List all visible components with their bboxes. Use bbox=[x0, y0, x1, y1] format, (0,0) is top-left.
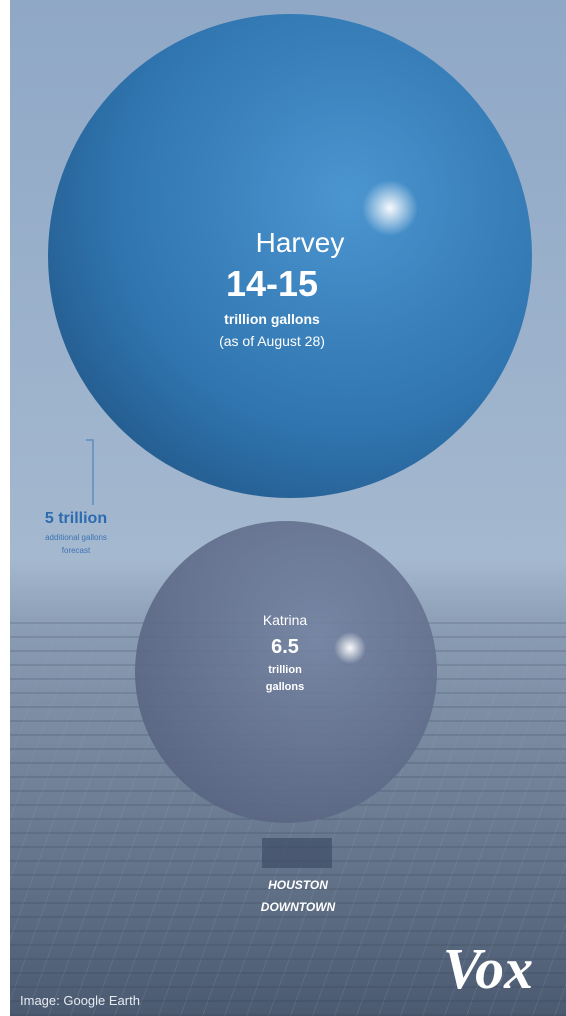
katrina-unit: trillion bbox=[268, 664, 302, 676]
forecast-line1: additional gallons bbox=[45, 533, 107, 542]
harvey-unit: trillion gallons bbox=[224, 311, 320, 327]
katrina-amount: 6.5 bbox=[271, 636, 299, 658]
downtown-buildings bbox=[262, 838, 332, 868]
logo: Vox bbox=[443, 936, 533, 1001]
katrina-name: Katrina bbox=[263, 612, 308, 628]
glint bbox=[362, 180, 418, 236]
forecast-bracket bbox=[86, 439, 94, 505]
landmark-label: DOWNTOWN bbox=[261, 900, 336, 914]
katrina-sphere bbox=[135, 521, 437, 823]
landmark-label: HOUSTON bbox=[268, 878, 328, 892]
image-credit: Image: Google Earth bbox=[20, 993, 140, 1008]
forecast-amount: 5 trillion bbox=[45, 510, 107, 527]
glint bbox=[334, 632, 366, 664]
harvey-note: (as of August 28) bbox=[219, 333, 325, 349]
harvey-sphere bbox=[48, 14, 532, 498]
harvey-amount: 14-15 bbox=[226, 263, 318, 304]
harvey-name: Harvey bbox=[256, 227, 345, 258]
katrina-unit: gallons bbox=[266, 681, 305, 693]
forecast-line2: forecast bbox=[62, 546, 91, 555]
